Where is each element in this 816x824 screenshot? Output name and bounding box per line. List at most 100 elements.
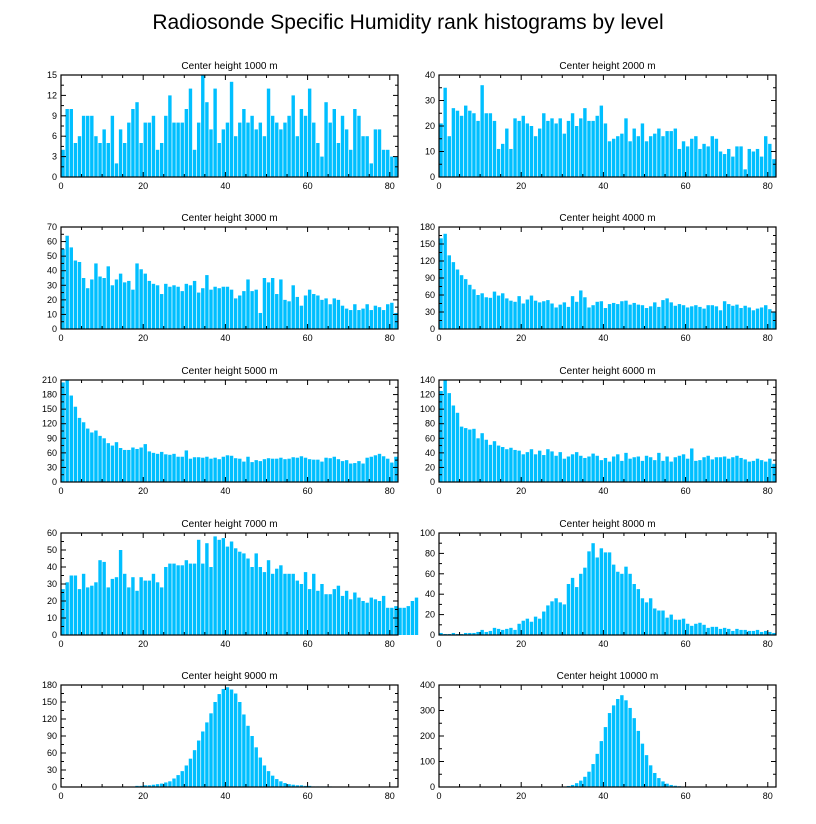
histogram-bar	[488, 297, 493, 329]
histogram-bar	[587, 307, 591, 329]
histogram-bar	[636, 136, 641, 177]
histogram-bar	[694, 460, 698, 482]
histogram-bar	[447, 393, 451, 482]
histogram-bar	[357, 597, 361, 635]
histogram-bar	[81, 573, 86, 635]
y-tick-label: 10	[47, 309, 57, 319]
histogram-bar	[155, 784, 160, 787]
x-tick-label: 0	[58, 639, 63, 649]
histogram-bar	[184, 560, 189, 635]
histogram-bar	[648, 306, 653, 329]
y-tick-label: 40	[425, 70, 435, 80]
x-tick-label: 80	[385, 791, 395, 801]
histogram-bar	[751, 460, 756, 482]
histogram-bar	[168, 286, 172, 329]
histogram-bar	[131, 109, 135, 177]
histogram-bar	[172, 563, 176, 635]
y-tick-label: 0	[430, 172, 435, 182]
histogram-bar	[714, 138, 719, 177]
histogram-bar	[386, 304, 390, 329]
histogram-bar	[472, 113, 476, 177]
histogram-bar	[65, 582, 69, 635]
histogram-bar	[213, 702, 217, 787]
y-tick-label: 0	[430, 324, 435, 334]
histogram-bar	[98, 143, 102, 177]
histogram-bar	[279, 129, 283, 177]
histogram-bar	[484, 113, 488, 177]
histogram-bar	[455, 269, 460, 329]
histogram-bar	[673, 619, 678, 635]
x-tick-label: 20	[138, 639, 148, 649]
histogram-bar	[320, 461, 324, 482]
histogram-bar	[681, 618, 686, 635]
histogram-bar	[324, 457, 328, 482]
histogram-bar	[262, 136, 267, 177]
histogram-bar	[90, 585, 94, 635]
histogram-bar	[587, 120, 591, 177]
histogram-bar	[77, 589, 82, 635]
histogram-bar	[501, 293, 505, 329]
histogram-bar	[501, 447, 505, 482]
histogram-bar	[377, 453, 382, 482]
histogram-bar	[722, 627, 727, 635]
histogram-bar	[316, 459, 320, 482]
histogram-bar	[118, 448, 123, 482]
histogram-bar	[299, 785, 304, 787]
histogram-bar	[611, 302, 616, 329]
histogram-bar	[472, 289, 476, 329]
histogram-bar	[759, 460, 764, 482]
histogram-bar	[147, 122, 152, 177]
y-tick-label: 60	[425, 290, 435, 300]
histogram-bar	[406, 606, 410, 635]
histogram-bar	[287, 784, 291, 787]
histogram-bar	[266, 458, 271, 482]
histogram-bar	[579, 118, 583, 177]
x-tick-label: 20	[516, 181, 526, 191]
x-tick-label: 80	[763, 333, 773, 343]
histogram-bar	[246, 456, 250, 482]
histogram-bar	[340, 461, 345, 482]
histogram-bar	[192, 280, 197, 329]
y-tick-label: 60	[425, 569, 435, 579]
histogram-bar	[624, 700, 628, 787]
histogram-bar	[648, 598, 653, 635]
histogram-bar	[702, 624, 706, 635]
histogram-bar	[747, 307, 751, 329]
histogram-bar	[336, 299, 341, 329]
histogram-bar	[275, 779, 279, 787]
histogram-bar	[299, 456, 304, 482]
histogram-bar	[246, 279, 250, 329]
x-tick-label: 60	[303, 791, 313, 801]
histogram-bar	[176, 775, 180, 787]
histogram-bar	[632, 584, 636, 635]
histogram-bar	[591, 543, 595, 635]
histogram-bar	[381, 310, 386, 329]
panel-title: Center height 8000 m	[559, 519, 655, 530]
histogram-bar	[521, 115, 525, 177]
histogram-bar	[373, 599, 378, 635]
histogram-panel: Center height 9000 m 0 20 40 60 80 0 30 60 90 120 1…	[42, 671, 399, 801]
histogram-bar	[476, 120, 480, 177]
histogram-bar	[291, 457, 295, 482]
histogram-bar	[349, 463, 353, 482]
histogram-bar	[279, 457, 283, 482]
histogram-bar	[86, 428, 90, 482]
histogram-bar	[139, 577, 143, 635]
histogram-bar	[225, 546, 230, 635]
histogram-bar	[225, 687, 230, 787]
histogram-bar	[751, 630, 756, 635]
histogram-bar	[164, 283, 168, 329]
histogram-bar	[755, 458, 760, 482]
histogram-bar	[250, 115, 254, 177]
histogram-bar	[439, 123, 443, 177]
histogram-bar	[513, 449, 517, 482]
y-tick-label: 60	[47, 528, 57, 538]
histogram-bar	[624, 452, 628, 482]
histogram-bar	[583, 108, 587, 177]
histogram-bar	[283, 783, 287, 787]
histogram-bar	[118, 273, 123, 329]
histogram-bar	[505, 128, 509, 177]
histogram-bar	[653, 608, 657, 635]
histogram-bar	[65, 235, 69, 329]
histogram-bar	[180, 291, 184, 329]
